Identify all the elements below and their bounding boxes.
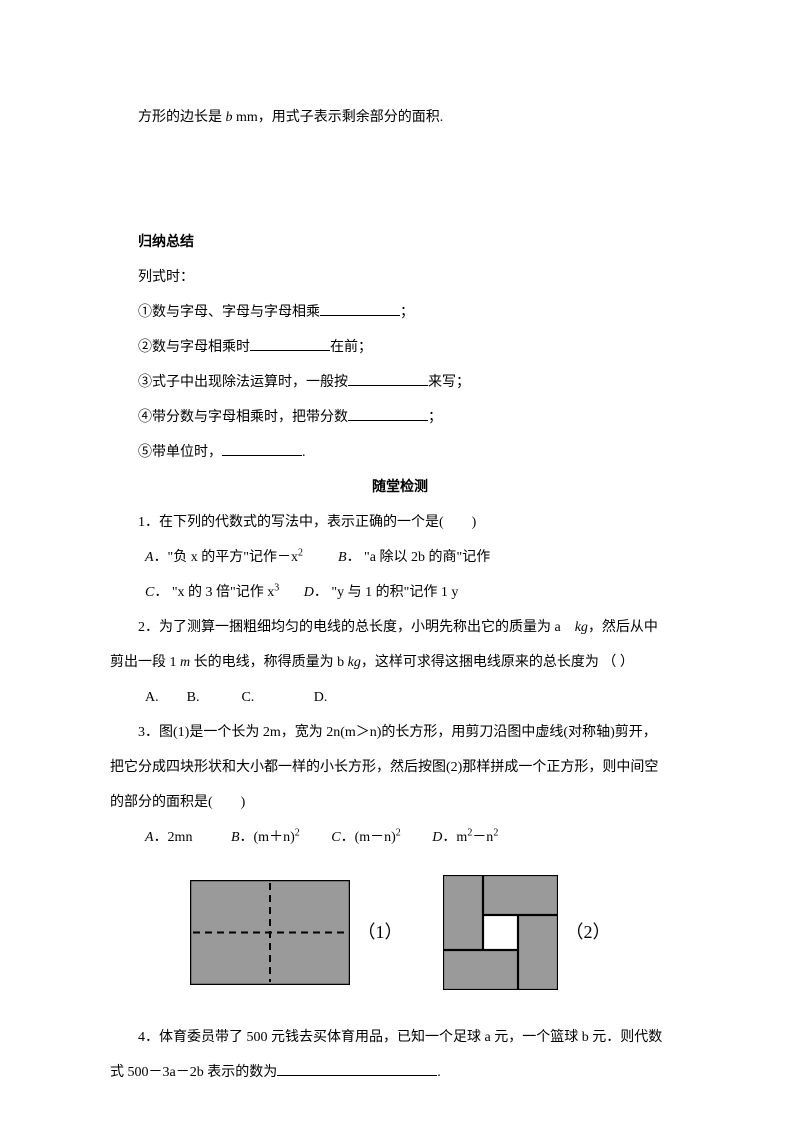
q3-line2: 把它分成四块形状和大小都一样的小长方形，然后按图(2)那样拼成一个正方形，则中间…: [110, 750, 690, 785]
q3-b: ．(m＋n): [240, 830, 295, 845]
fig2-label: （2）: [566, 910, 611, 955]
summary-item-3: ③式子中出现除法运算时，一般按 来写；: [110, 365, 690, 400]
q1-d: ． "y 与 1 的积"记作 1 y: [314, 585, 458, 600]
q1-a-label: A: [145, 550, 154, 565]
q1-b-label: B: [338, 550, 347, 565]
item5-suffix: .: [302, 445, 306, 460]
q1-a-sup: 2: [298, 547, 303, 558]
q3-d: ．m: [442, 830, 467, 845]
item4-suffix: ；: [428, 410, 442, 425]
q2-l2-prefix: 剪出一段 1: [110, 655, 180, 670]
figure-1: [190, 880, 350, 985]
quiz-title: 随堂检测: [110, 470, 690, 505]
blank: [250, 350, 330, 351]
q1-c-sup: 3: [274, 582, 279, 593]
item4-prefix: ④带分数与字母相乘时，把带分数: [138, 410, 348, 425]
summary-item-4: ④带分数与字母相乘时，把带分数 ；: [110, 400, 690, 435]
q1-d-label: D: [304, 585, 314, 600]
spacer: [110, 135, 690, 225]
q3-opts: A．2mn B．(m＋n)2 C．(m－n)2 D．m2－n2: [110, 820, 690, 855]
blank: [222, 455, 302, 456]
blank: [348, 385, 428, 386]
summary-item-5: ⑤带单位时，.: [110, 435, 690, 470]
blank: [277, 1075, 437, 1076]
q2-l1-suffix: ，然后从中: [588, 620, 658, 635]
q1-a: ．"负 x 的平方"记作－x: [154, 550, 298, 565]
q1-text: 1．在下列的代数式的写法中，表示正确的一个是( ): [110, 505, 690, 540]
q1-c: ． "x 的 3 倍"记作 x: [154, 585, 274, 600]
q4-l2-prefix: 式 500－3a－2b 表示的数为: [110, 1065, 277, 1080]
blank: [348, 420, 428, 421]
q2-l2-mid: 长的电线，称得质量为 b: [190, 655, 348, 670]
item3-prefix: ③式子中出现除法运算时，一般按: [138, 375, 348, 390]
q3-line3: 的部分的面积是( ): [110, 785, 690, 820]
top-continuation: 方形的边长是 b mm，用式子表示剩余部分的面积.: [110, 100, 690, 135]
item2-prefix: ②数与字母相乘时: [138, 340, 250, 355]
item1-suffix: ；: [400, 305, 414, 320]
q1-row1: A．"负 x 的平方"记作－x2 B． "a 除以 2b 的商"记作: [110, 540, 690, 575]
q2-l2-suffix: ，这样可求得这捆电线原来的总长度为 （ ）: [361, 655, 634, 670]
top-suffix: mm，用式子表示剩余部分的面积.: [233, 110, 444, 125]
q3-a-label: A: [145, 830, 154, 845]
item5-prefix: ⑤带单位时，: [138, 445, 222, 460]
summary-intro: 列式时：: [110, 260, 690, 295]
q4-line1: 4．体育委员带了 500 元钱去买体育用品，已知一个足球 a 元，一个篮球 b …: [110, 1020, 690, 1055]
q3-d-mid: －n: [472, 830, 493, 845]
q2-l1-prefix: 2．为了测算一捆粗细均匀的电线的总长度，小明先称出它的质量为 a: [138, 620, 575, 635]
fig1-label: （1）: [358, 910, 403, 955]
q2-kg1: kg: [575, 620, 588, 635]
blank: [320, 315, 400, 316]
q3-c-label: C: [331, 830, 340, 845]
figures-container: （1） （2）: [110, 875, 690, 990]
figure-1-group: （1）: [190, 880, 403, 985]
q1-b: ． "a 除以 2b 的商"记作: [347, 550, 491, 565]
item3-suffix: 来写；: [428, 375, 470, 390]
q2-line1: 2．为了测算一捆粗细均匀的电线的总长度，小明先称出它的质量为 a kg，然后从中: [110, 610, 690, 645]
summary-item-1: ①数与字母、字母与字母相乘 ；: [110, 295, 690, 330]
top-prefix: 方形的边长是: [138, 110, 226, 125]
q4-line2: 式 500－3a－2b 表示的数为.: [110, 1055, 690, 1090]
summary-item-2: ②数与字母相乘时 在前；: [110, 330, 690, 365]
q3-c: ．(m－n): [341, 830, 396, 845]
figure-2-group: （2）: [443, 875, 611, 990]
q3-b-label: B: [231, 830, 240, 845]
q3-c-sup: 2: [396, 827, 401, 838]
q2-line2: 剪出一段 1 m 长的电线，称得质量为 b kg，这样可求得这捆电线原来的总长度…: [110, 645, 690, 680]
q2-opts: A. B. C. D.: [110, 680, 690, 715]
top-var: b: [226, 110, 233, 125]
summary-title: 归纳总结: [110, 225, 690, 260]
q3-b-sup: 2: [295, 827, 300, 838]
figure-2: [443, 875, 558, 990]
item2-suffix: 在前；: [330, 340, 372, 355]
q2-kg2: kg: [348, 655, 361, 670]
q3-a: ．2mn: [154, 830, 193, 845]
q2-m: m: [180, 655, 190, 670]
q3-line1: 3．图(1)是一个长为 2m，宽为 2n(m＞n)的长方形，用剪刀沿图中虚线(对…: [110, 715, 690, 750]
q4-l2-suffix: .: [437, 1065, 441, 1080]
item1-prefix: ①数与字母、字母与字母相乘: [138, 305, 320, 320]
q3-d-sup2: 2: [493, 827, 498, 838]
q3-d-label: D: [432, 830, 442, 845]
q1-row2: C． "x 的 3 倍"记作 x3 D． "y 与 1 的积"记作 1 y: [110, 575, 690, 610]
q1-c-label: C: [145, 585, 154, 600]
